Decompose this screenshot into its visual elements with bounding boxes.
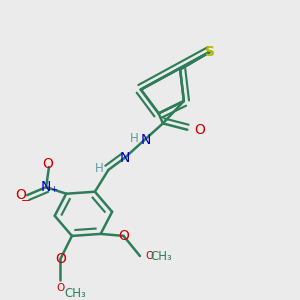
Text: CH₃: CH₃ [150, 250, 172, 262]
Text: O: O [56, 283, 64, 293]
Text: −: − [21, 196, 30, 206]
Text: O: O [194, 123, 206, 137]
Text: O: O [15, 188, 26, 202]
Text: O: O [118, 229, 129, 243]
Text: H: H [94, 162, 103, 175]
Text: N: N [41, 180, 51, 194]
Text: O: O [42, 157, 53, 171]
Text: CH₃: CH₃ [65, 287, 86, 300]
Text: H: H [130, 132, 139, 145]
Text: O: O [55, 252, 66, 266]
Text: N: N [120, 151, 130, 165]
Text: O: O [146, 251, 154, 261]
Text: N: N [141, 133, 151, 147]
Text: S: S [205, 45, 215, 59]
Text: +: + [50, 185, 57, 194]
